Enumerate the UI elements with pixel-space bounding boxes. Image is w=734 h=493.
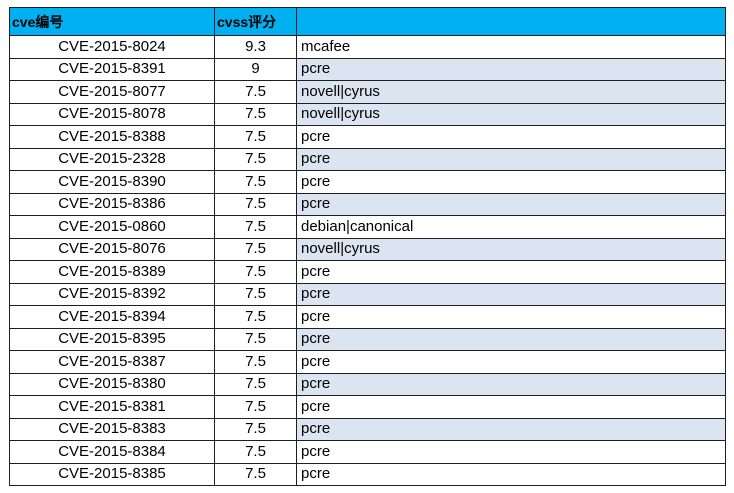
cvss-score-cell[interactable]: 7.5 [214, 282, 297, 306]
table-row: CVE-2015-8389 7.5 pcre [9, 260, 726, 284]
table-row: CVE-2015-0860 7.5 debian|canonical [9, 215, 726, 239]
cvss-score-cell[interactable]: 9.3 [214, 35, 297, 59]
cve-id-cell[interactable]: CVE-2015-2328 [9, 147, 215, 171]
vendor-cell[interactable]: pcre [296, 440, 726, 464]
cve-id-cell[interactable]: CVE-2015-0860 [9, 215, 215, 239]
cve-id-cell[interactable]: CVE-2015-8385 [9, 462, 215, 486]
cve-id-cell[interactable]: CVE-2015-8386 [9, 192, 215, 216]
cvss-score-cell[interactable]: 7.5 [214, 215, 297, 239]
header-cvss-score[interactable]: cvss评分 [214, 7, 297, 36]
cvss-score-cell[interactable]: 7.5 [214, 102, 297, 126]
table-row: CVE-2015-8385 7.5 pcre [9, 462, 726, 486]
table-row: CVE-2015-8381 7.5 pcre [9, 395, 726, 419]
vendor-cell[interactable]: novell|cyrus [296, 102, 726, 126]
table-row: CVE-2015-8078 7.5 novell|cyrus [9, 102, 726, 126]
cve-id-cell[interactable]: CVE-2015-8078 [9, 102, 215, 126]
vendor-cell[interactable]: novell|cyrus [296, 80, 726, 104]
cvss-score-cell[interactable]: 7.5 [214, 350, 297, 374]
cve-id-cell[interactable]: CVE-2015-8076 [9, 237, 215, 261]
cve-id-cell[interactable]: CVE-2015-8394 [9, 305, 215, 329]
cvss-score-cell[interactable]: 7.5 [214, 170, 297, 194]
cve-id-cell[interactable]: CVE-2015-8384 [9, 440, 215, 464]
cvss-score-cell[interactable]: 7.5 [214, 417, 297, 441]
table-row: CVE-2015-8390 7.5 pcre [9, 170, 726, 194]
cve-id-cell[interactable]: CVE-2015-8391 [9, 57, 215, 81]
cvss-score-cell[interactable]: 7.5 [214, 327, 297, 351]
table-row: CVE-2015-8392 7.5 pcre [9, 282, 726, 306]
vendor-cell[interactable]: pcre [296, 462, 726, 486]
cvss-score-cell[interactable]: 7.5 [214, 395, 297, 419]
cvss-score-cell[interactable]: 7.5 [214, 192, 297, 216]
vendor-cell[interactable]: pcre [296, 282, 726, 306]
cvss-score-cell[interactable]: 7.5 [214, 125, 297, 149]
cve-id-cell[interactable]: CVE-2015-8024 [9, 35, 215, 59]
vendor-cell[interactable]: pcre [296, 327, 726, 351]
vendor-cell[interactable]: debian|canonical [296, 215, 726, 239]
vendor-cell[interactable]: pcre [296, 170, 726, 194]
table-body: CVE-2015-8024 9.3 mcafee CVE-2015-8391 9 pcre… [9, 35, 726, 486]
vendor-cell[interactable]: pcre [296, 125, 726, 149]
header-cve-id[interactable]: cve编号 [9, 7, 215, 36]
table-row: CVE-2015-8384 7.5 pcre [9, 440, 726, 464]
table-row: CVE-2015-8387 7.5 pcre [9, 350, 726, 374]
table-row: CVE-2015-8024 9.3 mcafee [9, 35, 726, 59]
header-vendor[interactable] [296, 7, 726, 36]
vendor-cell[interactable]: pcre [296, 417, 726, 441]
table-row: CVE-2015-8076 7.5 novell|cyrus [9, 237, 726, 261]
cvss-score-cell[interactable]: 7.5 [214, 440, 297, 464]
cvss-score-cell[interactable]: 7.5 [214, 237, 297, 261]
cvss-score-cell[interactable]: 7.5 [214, 372, 297, 396]
vendor-cell[interactable]: pcre [296, 147, 726, 171]
cve-id-cell[interactable]: CVE-2015-8395 [9, 327, 215, 351]
cve-id-cell[interactable]: CVE-2015-8388 [9, 125, 215, 149]
cve-id-cell[interactable]: CVE-2015-8380 [9, 372, 215, 396]
cve-id-cell[interactable]: CVE-2015-8390 [9, 170, 215, 194]
vendor-cell[interactable]: pcre [296, 350, 726, 374]
cve-id-cell[interactable]: CVE-2015-8077 [9, 80, 215, 104]
table-row: CVE-2015-8383 7.5 pcre [9, 417, 726, 441]
vendor-cell[interactable]: pcre [296, 395, 726, 419]
vendor-cell[interactable]: novell|cyrus [296, 237, 726, 261]
vendor-cell[interactable]: pcre [296, 305, 726, 329]
cve-id-cell[interactable]: CVE-2015-8383 [9, 417, 215, 441]
cve-id-cell[interactable]: CVE-2015-8387 [9, 350, 215, 374]
table-row: CVE-2015-8386 7.5 pcre [9, 192, 726, 216]
table-row: CVE-2015-8391 9 pcre [9, 57, 726, 81]
table-row: CVE-2015-8077 7.5 novell|cyrus [9, 80, 726, 104]
cvss-score-cell[interactable]: 7.5 [214, 147, 297, 171]
cve-id-cell[interactable]: CVE-2015-8392 [9, 282, 215, 306]
vendor-cell[interactable]: pcre [296, 192, 726, 216]
vendor-cell[interactable]: pcre [296, 372, 726, 396]
cvss-score-cell[interactable]: 7.5 [214, 260, 297, 284]
table-row: CVE-2015-2328 7.5 pcre [9, 147, 726, 171]
table-row: CVE-2015-8395 7.5 pcre [9, 327, 726, 351]
cvss-score-cell[interactable]: 7.5 [214, 462, 297, 486]
vendor-cell[interactable]: pcre [296, 57, 726, 81]
cve-id-cell[interactable]: CVE-2015-8389 [9, 260, 215, 284]
cve-table: cve编号 cvss评分 CVE-2015-8024 9.3 mcafee CVE-2… [9, 7, 726, 486]
header-row: cve编号 cvss评分 [9, 7, 726, 36]
table-row: CVE-2015-8394 7.5 pcre [9, 305, 726, 329]
cvss-score-cell[interactable]: 9 [214, 57, 297, 81]
table-row: CVE-2015-8380 7.5 pcre [9, 372, 726, 396]
cvss-score-cell[interactable]: 7.5 [214, 80, 297, 104]
cve-id-cell[interactable]: CVE-2015-8381 [9, 395, 215, 419]
table-header: cve编号 cvss评分 [9, 7, 726, 36]
vendor-cell[interactable]: mcafee [296, 35, 726, 59]
table-row: CVE-2015-8388 7.5 pcre [9, 125, 726, 149]
vendor-cell[interactable]: pcre [296, 260, 726, 284]
cvss-score-cell[interactable]: 7.5 [214, 305, 297, 329]
